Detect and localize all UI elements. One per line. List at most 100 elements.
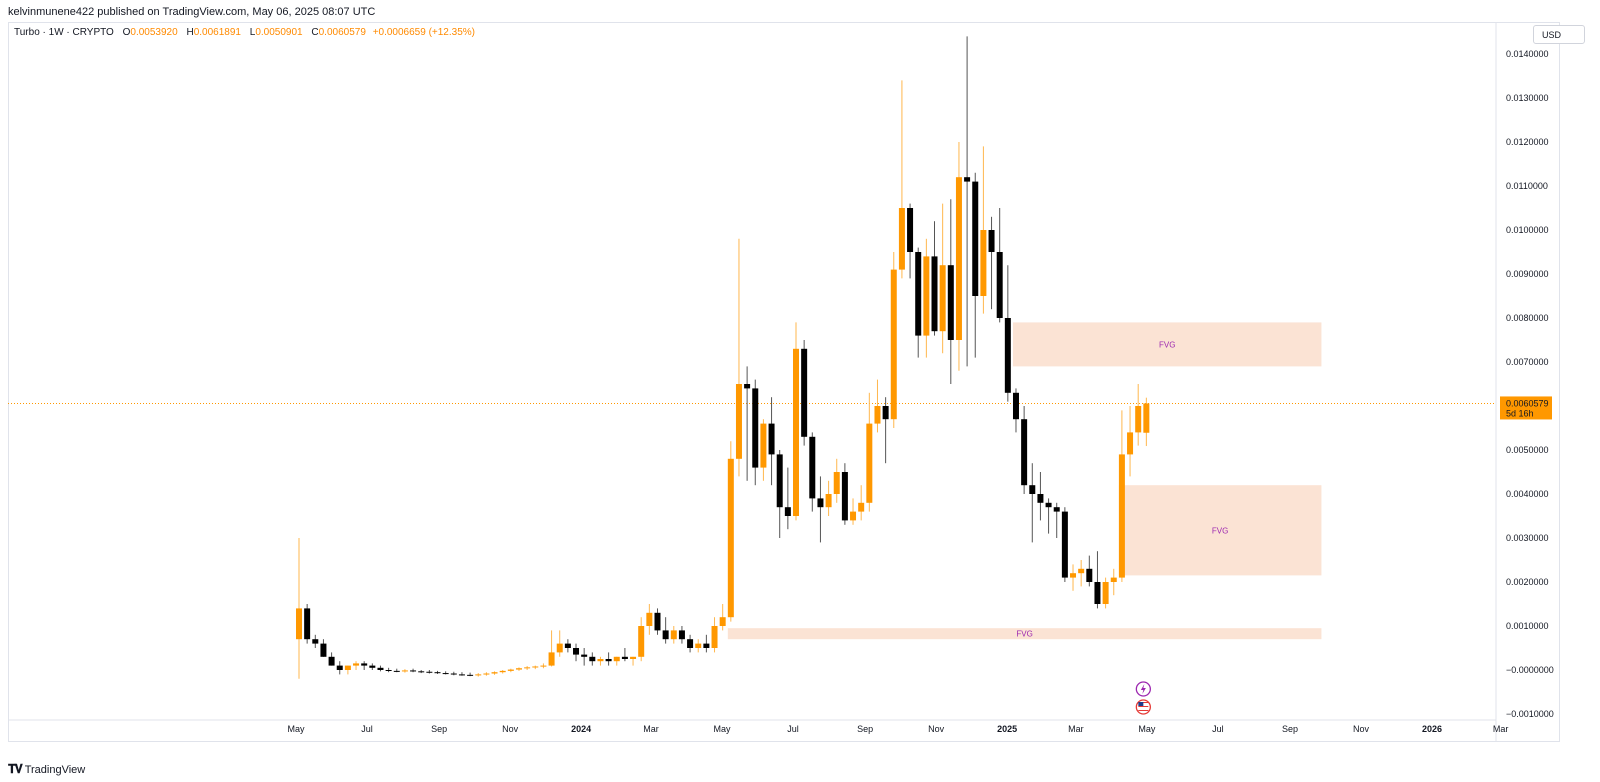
symbol-label[interactable]: Turbo · 1W · CRYPTO: [14, 27, 114, 38]
candle-body[interactable]: [752, 388, 759, 468]
candle-body[interactable]: [353, 663, 360, 666]
candle-body[interactable]: [1029, 485, 1036, 494]
candle-body[interactable]: [1127, 432, 1134, 455]
candle-body[interactable]: [597, 659, 604, 662]
tradingview-logo[interactable]: 𝐓𝐕 TradingView: [8, 762, 85, 777]
candle-body[interactable]: [515, 668, 522, 670]
candle-body[interactable]: [646, 612, 653, 626]
candle-body[interactable]: [1045, 502, 1052, 508]
candle-body[interactable]: [947, 265, 954, 340]
candle-body[interactable]: [980, 230, 987, 296]
candle-body[interactable]: [1110, 577, 1117, 582]
candle-body[interactable]: [564, 643, 571, 648]
candle-body[interactable]: [524, 667, 531, 669]
candle-body[interactable]: [1078, 568, 1085, 574]
candle-body[interactable]: [866, 423, 873, 503]
candle-body[interactable]: [434, 672, 441, 674]
candle-body[interactable]: [442, 673, 449, 675]
candle-body[interactable]: [678, 630, 685, 640]
candle-body[interactable]: [630, 656, 637, 659]
candle-body[interactable]: [426, 671, 433, 673]
candle-body[interactable]: [605, 659, 612, 662]
candle-body[interactable]: [898, 208, 905, 270]
candle-body[interactable]: [809, 436, 816, 499]
candle-body[interactable]: [735, 384, 742, 459]
candle-body[interactable]: [556, 643, 563, 653]
candle-body[interactable]: [996, 252, 1003, 318]
candle-body[interactable]: [336, 665, 343, 670]
candle-body[interactable]: [923, 256, 930, 336]
candle-body[interactable]: [450, 673, 457, 675]
candle-body[interactable]: [931, 256, 938, 332]
candle-body[interactable]: [874, 406, 881, 424]
candle-body[interactable]: [499, 670, 506, 673]
candle-body[interactable]: [393, 670, 400, 672]
candle-body[interactable]: [801, 348, 808, 437]
candle-body[interactable]: [507, 669, 514, 671]
candle-body[interactable]: [817, 498, 824, 508]
candle-body[interactable]: [1021, 419, 1028, 486]
candle-body[interactable]: [841, 472, 848, 521]
fvg-zone[interactable]: [1012, 322, 1322, 367]
candle-body[interactable]: [703, 643, 710, 648]
candle-body[interactable]: [939, 265, 946, 332]
candle-body[interactable]: [776, 454, 783, 508]
candle-body[interactable]: [687, 639, 694, 648]
candle-body[interactable]: [1094, 582, 1101, 604]
candle-body[interactable]: [1012, 392, 1019, 420]
candle-body[interactable]: [621, 656, 628, 659]
candle-body[interactable]: [1143, 403, 1150, 433]
fvg-zone[interactable]: [727, 628, 1322, 640]
candle-body[interactable]: [890, 269, 897, 420]
candle-body[interactable]: [1061, 511, 1068, 578]
candle-body[interactable]: [972, 181, 979, 296]
candle-body[interactable]: [304, 608, 311, 640]
fvg-zone[interactable]: [1118, 485, 1322, 576]
candle-body[interactable]: [670, 630, 677, 640]
candle-body[interactable]: [858, 502, 865, 512]
candle-body[interactable]: [328, 656, 335, 666]
candle-body[interactable]: [1102, 582, 1109, 604]
candle-body[interactable]: [548, 652, 555, 666]
candle-body[interactable]: [988, 230, 995, 252]
candle-body[interactable]: [369, 665, 376, 668]
candle-body[interactable]: [475, 674, 482, 676]
candle-body[interactable]: [793, 348, 799, 516]
candle-body[interactable]: [467, 674, 474, 676]
candle-body[interactable]: [727, 458, 734, 618]
candle-body[interactable]: [850, 511, 857, 521]
candle-body[interactable]: [1004, 318, 1011, 393]
candle-body[interactable]: [296, 608, 302, 640]
candle-body[interactable]: [907, 208, 914, 252]
candle-body[interactable]: [377, 667, 384, 670]
candle-body[interactable]: [744, 384, 751, 389]
candle-body[interactable]: [1070, 573, 1077, 578]
candle-body[interactable]: [760, 423, 767, 468]
candle-body[interactable]: [540, 665, 547, 667]
candle-body[interactable]: [581, 654, 588, 657]
candle-body[interactable]: [491, 672, 498, 674]
candle-body[interactable]: [385, 670, 392, 671]
candle-body[interactable]: [654, 612, 661, 631]
candle-body[interactable]: [833, 472, 840, 494]
candle-body[interactable]: [320, 643, 327, 657]
candle-body[interactable]: [638, 626, 645, 657]
candle-body[interactable]: [532, 666, 539, 668]
candle-body[interactable]: [573, 648, 580, 655]
candle-body[interactable]: [882, 406, 889, 420]
candle-body[interactable]: [361, 663, 368, 666]
candle-body[interactable]: [955, 177, 962, 340]
candle-body[interactable]: [768, 423, 775, 455]
candle-body[interactable]: [483, 673, 490, 675]
candle-body[interactable]: [401, 670, 408, 672]
candle-body[interactable]: [1053, 507, 1060, 512]
candle-body[interactable]: [784, 507, 791, 516]
candle-body[interactable]: [964, 177, 971, 182]
candle-body[interactable]: [915, 252, 922, 336]
candle-body[interactable]: [711, 626, 718, 648]
candle-body[interactable]: [1118, 454, 1125, 578]
candle-body[interactable]: [695, 643, 702, 648]
candle-body[interactable]: [312, 639, 319, 644]
candle-body[interactable]: [662, 630, 669, 640]
